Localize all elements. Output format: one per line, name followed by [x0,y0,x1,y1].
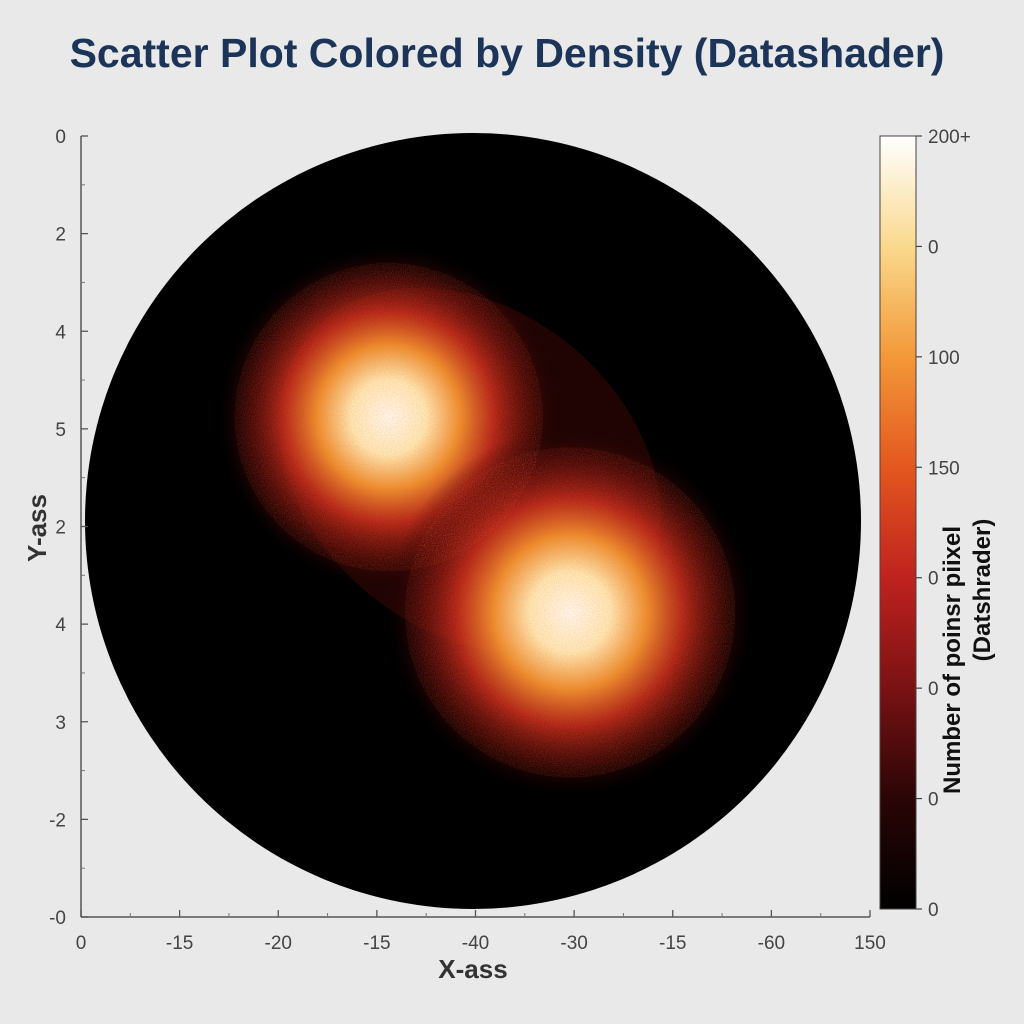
density-grain [405,447,736,778]
colorbar [879,135,917,910]
x-tick-label: -15 [659,933,686,954]
x-tick-label: 150 [854,933,886,954]
colorbar-tick-label: 0 [928,569,939,590]
y-tick-label: 2 [55,225,66,246]
x-tick-label: -20 [265,933,292,954]
colorbar-tick-label: 0 [928,790,939,811]
colorbar-tick-label: 100 [928,348,960,369]
y-ticks: 0 2 4 5 2 4 3 -2 -0 [49,127,88,929]
x-tick-label: -15 [363,933,390,954]
y-tick-label: 4 [55,322,66,343]
colorbar-tick-label: 0 [928,237,939,258]
y-tick-label: 0 [55,127,66,148]
chart-title: Scatter Plot Colored by Density (Datasha… [69,30,945,76]
y-tick-label: -2 [49,810,66,831]
y-tick-label: 2 [55,518,66,539]
y-tick-label: 5 [55,420,66,441]
y-tick-label: -0 [49,908,66,929]
x-tick-label: -15 [166,933,193,954]
x-tick-label: 0 [76,933,87,954]
x-ticks: 0 -15 -20 -15 -40 -30 -15 -60 150 [76,910,886,954]
x-axis-title: X-ass [438,954,507,984]
x-tick-label: -30 [560,933,587,954]
y-tick-label: 4 [55,615,66,636]
y-tick-label: 3 [55,713,66,734]
colorbar-tick-label: 150 [928,458,960,479]
colorbar-tick-label: 200+ [928,127,971,148]
colorbar-title-line2: (Datshrader) [969,519,996,662]
x-tick-label: -60 [758,933,785,954]
colorbar-ticks: 200+ 0 100 150 0 0 0 0 [916,127,971,921]
colorbar-title-line1: Number of poinsr piixel [939,526,966,794]
grain-layer [234,263,736,778]
colorbar-tick-label: 0 [928,679,939,700]
colorbar-tick-label: 0 [928,900,939,921]
x-tick-label: -40 [462,933,489,954]
density-layer [217,245,754,796]
y-axis-title: Y-ass [22,494,52,562]
